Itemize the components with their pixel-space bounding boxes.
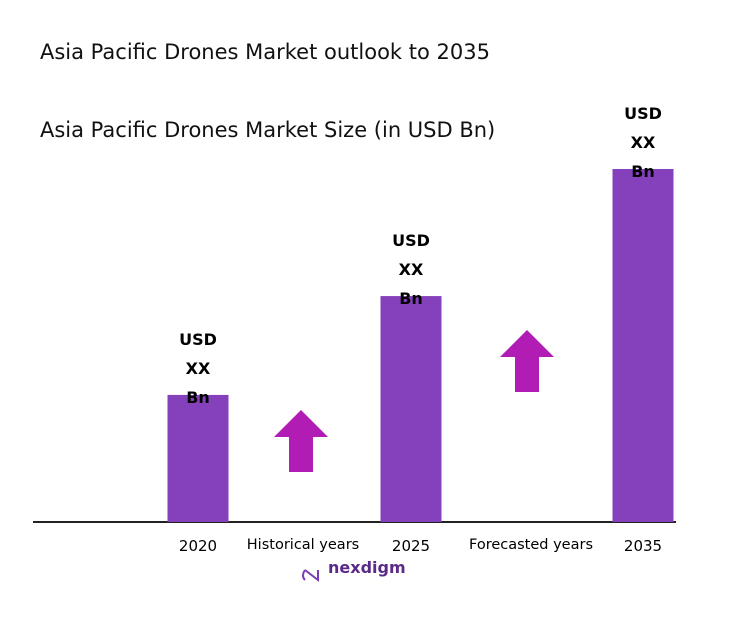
x-tick-label: 2035 <box>623 537 663 555</box>
annotation: Historical years <box>246 537 360 553</box>
data-label: USD XX Bn <box>179 329 217 407</box>
logo: nexdigm <box>328 558 406 577</box>
data-label: USD XX Bn <box>392 231 430 309</box>
bar <box>380 296 442 522</box>
logo-icon <box>302 569 319 583</box>
data-label: USD XX Bn <box>624 104 662 181</box>
chart-title: Asia Pacific Drones Market outlook to 20… <box>40 40 490 64</box>
bar <box>612 169 674 522</box>
x-tick-label: 2025 <box>391 537 431 555</box>
chart-subtitle: Asia Pacific Drones Market Size (in USD … <box>40 118 496 142</box>
bar <box>167 394 229 522</box>
growth-arrow <box>274 410 328 472</box>
x-tick-label: 2020 <box>178 537 218 555</box>
growth-arrow <box>500 330 554 392</box>
annotation: Forecasted years <box>469 537 593 553</box>
